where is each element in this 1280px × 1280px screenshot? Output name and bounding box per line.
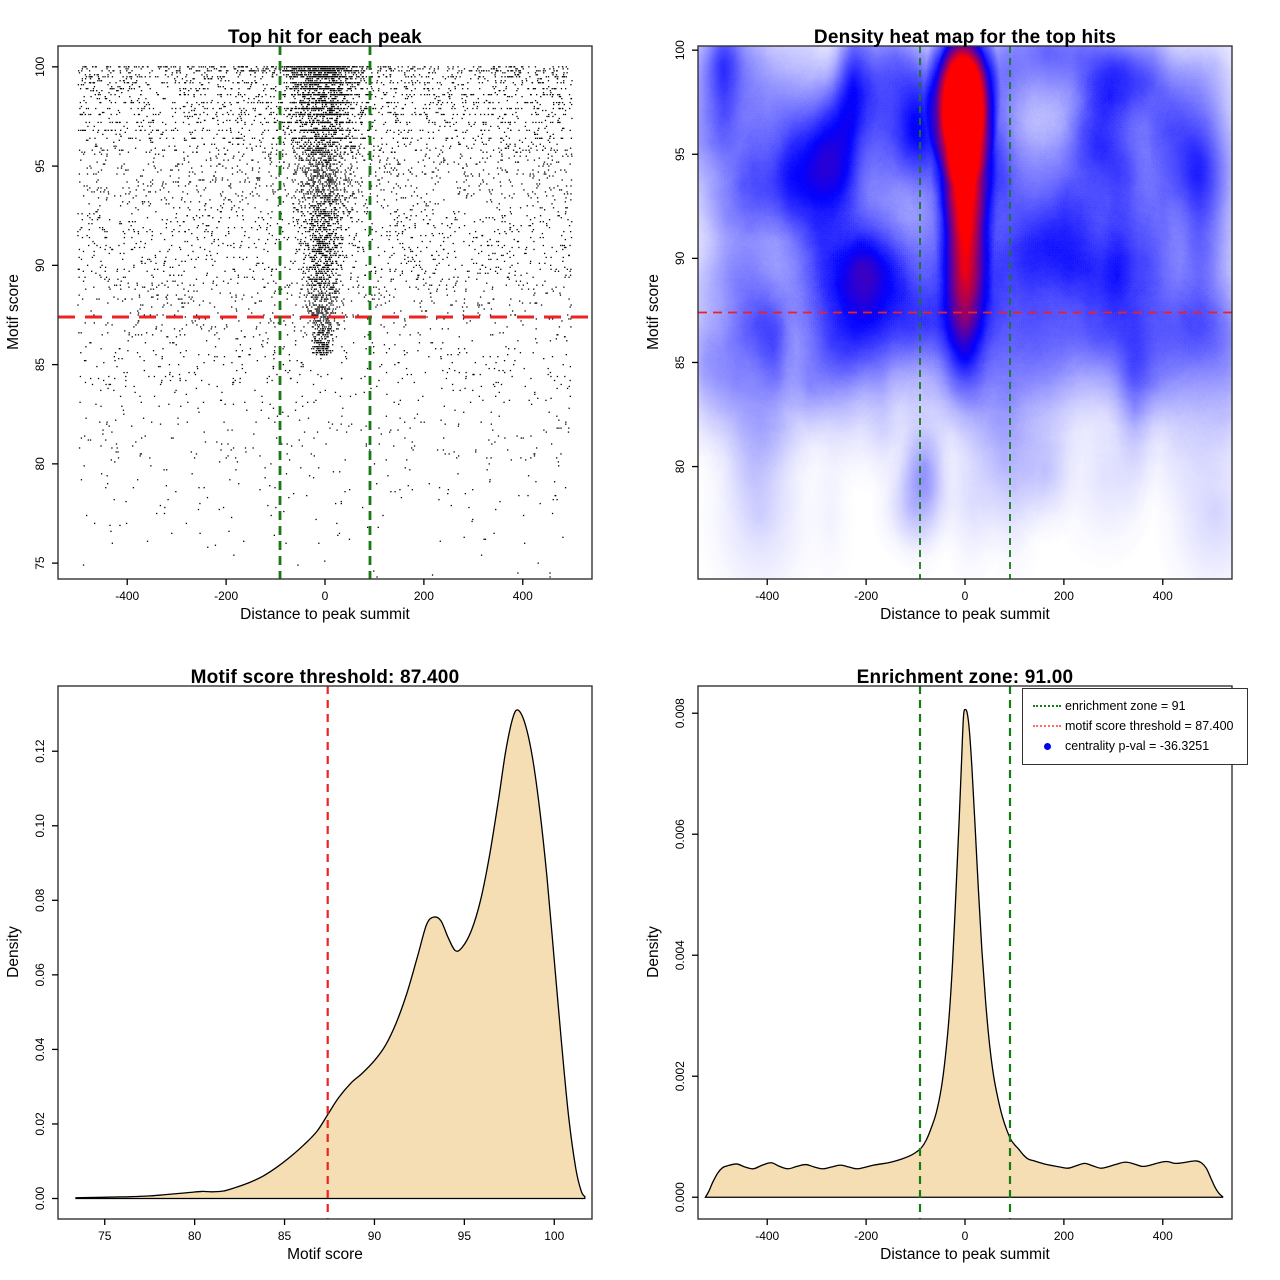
panel-motif-score-density: Motif score threshold: 87.400 Motif scor… <box>0 640 640 1280</box>
heatmap-x-axis-label: Distance to peak summit <box>880 606 1050 623</box>
heatmap-y-axis-label: Motif score <box>645 274 662 350</box>
score-density-y-axis-label: Density <box>5 926 22 978</box>
panel-top-hit-scatter: Top hit for each peak Distance to peak s… <box>0 0 640 640</box>
legend-item-score-threshold: motif score threshold = 87.400 <box>1029 716 1241 736</box>
scatter-plot-area <box>0 0 640 640</box>
panel-density-heatmap: Density heat map for the top hits Distan… <box>640 0 1280 640</box>
panel-distance-density: Enrichment zone: 91.00 Distance to peak … <box>640 640 1280 1280</box>
legend-label: centrality p-val = -36.3251 <box>1065 739 1210 753</box>
heatmap-title: Density heat map for the top hits <box>813 26 1117 48</box>
legend: enrichment zone = 91 motif score thresho… <box>1022 688 1248 765</box>
legend-item-enrichment-zone: enrichment zone = 91 <box>1029 696 1241 716</box>
green-dotted-line-icon <box>1029 705 1065 707</box>
distance-density-x-axis-label: Distance to peak summit <box>880 1246 1050 1263</box>
scatter-x-axis-label: Distance to peak summit <box>240 606 410 623</box>
score-density-title: Motif score threshold: 87.400 <box>190 666 460 688</box>
blue-dot-icon <box>1029 742 1065 750</box>
red-dotted-line-icon <box>1029 725 1065 727</box>
heatmap-plot-area <box>640 0 1280 640</box>
distance-density-y-axis-label: Density <box>645 926 662 978</box>
legend-label: enrichment zone = 91 <box>1065 699 1186 713</box>
scatter-y-axis-label: Motif score <box>5 274 22 350</box>
legend-label: motif score threshold = 87.400 <box>1065 719 1234 733</box>
scatter-title: Top hit for each peak <box>228 26 422 48</box>
legend-item-centrality-pval: centrality p-val = -36.3251 <box>1029 736 1241 756</box>
score-density-plot-area <box>0 640 640 1280</box>
distance-density-title: Enrichment zone: 91.00 <box>856 666 1074 688</box>
score-density-x-axis-label: Motif score <box>287 1246 363 1263</box>
